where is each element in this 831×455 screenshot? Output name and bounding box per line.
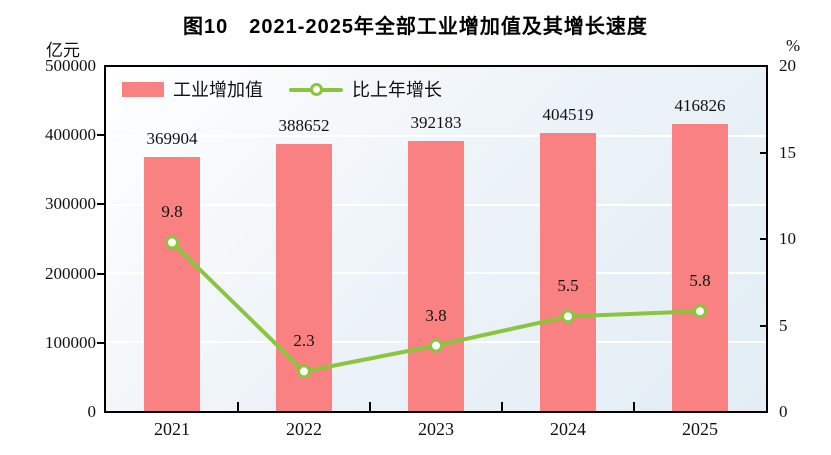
right-axis-tick-label: 15 — [779, 143, 796, 162]
right-axis-tick-label: 5 — [779, 316, 788, 335]
left-axis-tick-label: 400000 — [45, 125, 96, 144]
x-axis-label-2025: 2025 — [682, 419, 718, 439]
line-value-label: 5.8 — [689, 271, 711, 290]
gridline — [106, 135, 766, 137]
left-axis-tick-label: 500000 — [45, 56, 96, 75]
left-axis-tick — [97, 203, 104, 205]
bar-2025 — [672, 124, 728, 411]
line-marker-icon — [165, 235, 179, 250]
x-axis-tick — [501, 402, 503, 411]
right-axis-tick — [760, 152, 768, 154]
line-value-label: 2.3 — [293, 331, 315, 350]
bar-value-label: 392183 — [410, 113, 462, 132]
x-axis-tick — [237, 402, 239, 411]
legend-line-swatch-icon — [289, 82, 343, 97]
left-axis-tick — [97, 342, 104, 344]
x-axis-label-2023: 2023 — [418, 419, 454, 439]
line-value-label: 3.8 — [425, 306, 447, 325]
left-axis-tick-label: 200000 — [45, 264, 96, 283]
left-axis-tick — [97, 134, 104, 136]
bar-2023 — [408, 141, 464, 411]
right-axis-tick — [760, 325, 768, 327]
growth-line-layer — [165, 235, 707, 379]
line-value-label: 5.5 — [557, 276, 579, 295]
x-axis-tick — [633, 402, 635, 411]
right-axis-unit: % — [786, 36, 801, 55]
bar-2024 — [540, 133, 596, 411]
x-axis-label-2024: 2024 — [550, 419, 586, 439]
legend: 工业增加值 比上年增长 — [122, 76, 442, 102]
x-axis-tick — [369, 402, 371, 411]
right-axis-tick-label: 20 — [779, 56, 796, 75]
line-marker-icon — [561, 309, 575, 324]
left-axis-tick — [97, 273, 104, 275]
line-marker-icon — [429, 338, 443, 353]
right-axis-tick — [760, 238, 768, 240]
plot-area: 工业增加值 比上年增长 369904 388652 392183 404519 4168… — [104, 65, 768, 413]
left-axis-unit: 亿元 — [46, 41, 80, 60]
legend-line-marker-icon — [310, 82, 323, 96]
bar-value-label: 388652 — [278, 116, 330, 135]
chart-title: 图10 2021-2025年全部工业增加值及其增长速度 — [183, 16, 648, 38]
legend-bar-swatch-icon — [122, 81, 164, 97]
bar-value-label: 404519 — [542, 105, 594, 124]
right-axis-tick-label: 10 — [779, 229, 796, 248]
legend-line-label: 比上年增长 — [352, 80, 442, 100]
legend-bar-label: 工业增加值 — [173, 80, 263, 100]
left-axis-tick-label: 100000 — [45, 333, 96, 352]
line-marker-icon — [297, 364, 311, 379]
line-marker-icon — [693, 304, 707, 319]
x-axis-label-2022: 2022 — [286, 419, 322, 439]
line-value-label: 9.8 — [161, 202, 183, 221]
bar-value-label: 416826 — [674, 96, 726, 115]
right-axis-tick-label: 0 — [779, 402, 788, 421]
left-axis-tick-label: 0 — [87, 402, 97, 421]
x-axis-label-2021: 2021 — [154, 419, 190, 439]
left-axis-tick-label: 300000 — [45, 194, 96, 213]
bar-value-label: 369904 — [146, 129, 198, 148]
bar-2021 — [144, 157, 200, 411]
